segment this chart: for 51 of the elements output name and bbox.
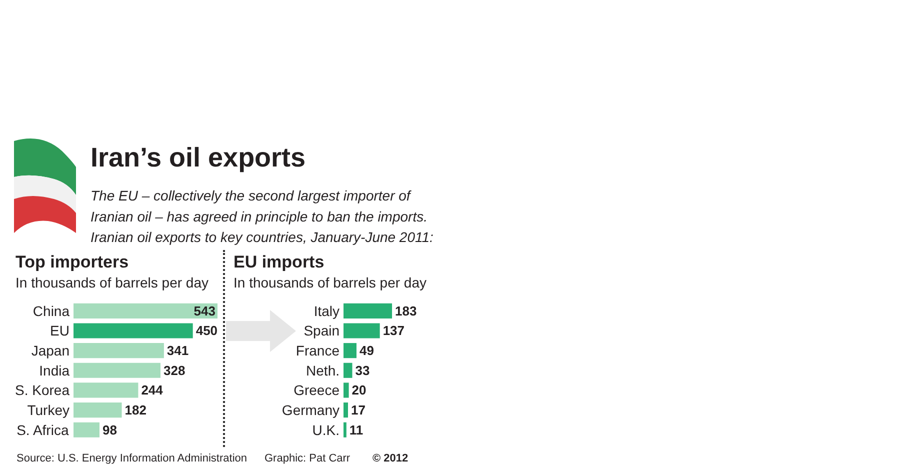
bar [74, 422, 100, 438]
bar [74, 362, 160, 378]
bar [344, 323, 380, 338]
text: Graphic: Pat Carr [264, 452, 350, 464]
bar [74, 303, 218, 318]
data-label: 450 [196, 323, 218, 338]
y-tick-label: U.K. [312, 422, 340, 438]
bar [344, 362, 352, 378]
y-tick-label: China [32, 302, 70, 319]
y-tick-label: Neth. [306, 362, 340, 378]
chart-subtitle: In thousands of barrels per day [234, 274, 427, 290]
data-label: 183 [395, 303, 417, 318]
data-label: 33 [355, 362, 370, 378]
data-label: 49 [359, 343, 374, 358]
chart-title: Top importers [16, 252, 129, 272]
bar [344, 382, 349, 398]
y-tick-label: Greece [294, 382, 340, 398]
text: The EU – collectively the second largest importer of Iranian oil – has agreed in principle to ban the imports. Iranian oil exports to key countries, January-June 2011: [90, 188, 434, 246]
y-tick-label: Italy [314, 302, 340, 319]
text: © 2012 [372, 452, 408, 464]
data-label: 17 [351, 402, 366, 418]
bar [344, 343, 356, 358]
y-tick-label: EU [50, 322, 70, 339]
y-tick-label: Germany [282, 402, 340, 418]
data-label: 11 [349, 422, 364, 438]
bar [344, 303, 392, 318]
chart-subtitle: In thousands of barrels per day [16, 274, 209, 290]
y-tick-label: Japan [31, 342, 70, 359]
y-tick-label: S. Africa [16, 422, 69, 438]
data-label: 20 [352, 382, 366, 398]
y-tick-label: S. Korea [15, 382, 70, 398]
bar [74, 402, 122, 418]
source-note: Source: U.S. Energy Information Administration [16, 452, 247, 464]
data-label: 182 [124, 402, 146, 418]
data-label: 98 [102, 422, 117, 438]
data-label: 328 [163, 362, 186, 378]
bar [74, 323, 193, 338]
y-tick-label: India [39, 362, 70, 378]
data-label: 137 [382, 323, 405, 338]
bar [74, 343, 164, 358]
bar [344, 402, 348, 418]
y-tick-label: Turkey [27, 402, 70, 418]
data-label: 543 [194, 303, 216, 318]
bar [74, 382, 138, 398]
data-label: 341 [166, 343, 189, 358]
text: Iran’s oil exports [90, 142, 306, 172]
data-label: 244 [141, 382, 164, 398]
bar [344, 422, 346, 438]
y-tick-label: Spain [304, 322, 340, 339]
chart-title: EU imports [234, 252, 324, 272]
y-tick-label: France [296, 342, 340, 359]
